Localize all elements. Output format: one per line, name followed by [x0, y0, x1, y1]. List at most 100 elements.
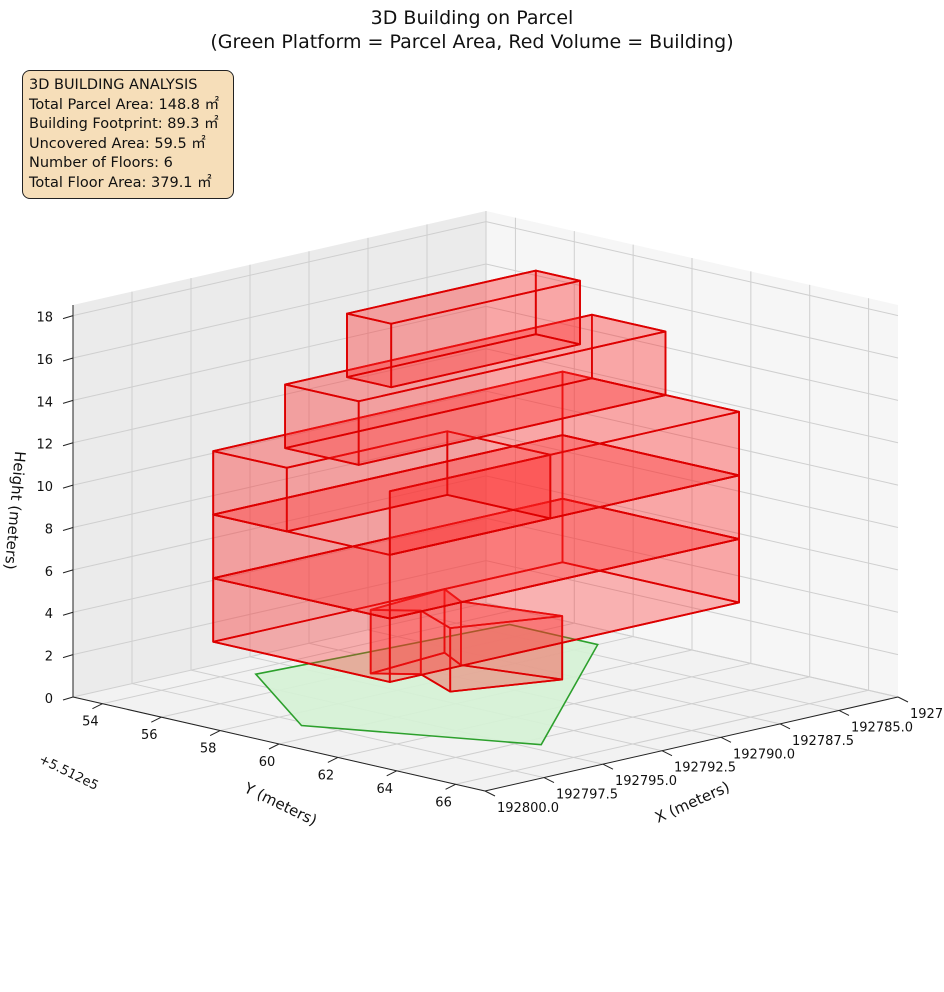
info-line-footprint: Building Footprint: 89.3 ㎡ [29, 116, 219, 132]
grid-line [485, 475, 899, 571]
z-tick-label: 8 [45, 522, 53, 537]
floor-bottom [284, 377, 666, 466]
grid-line [485, 263, 899, 359]
grid-line [485, 348, 899, 444]
grid-line [485, 432, 899, 528]
x-tick-label: 192790.0 [733, 747, 795, 762]
z-tick-label: 4 [45, 607, 53, 622]
x-tick [779, 723, 791, 730]
grid-line [485, 602, 899, 698]
z-tick-label: 0 [45, 692, 53, 707]
grid-line [72, 475, 487, 571]
x-tick-label: 192787.5 [792, 734, 854, 749]
building-floor [212, 370, 740, 556]
x-tick [543, 777, 555, 784]
z-tick-label: 10 [36, 480, 53, 495]
info-line-floors: Number of Floors: 6 [29, 155, 173, 171]
x-tick [484, 790, 496, 797]
floor-bottom [212, 434, 740, 556]
grid-line [72, 263, 487, 359]
chart-subtitle: (Green Platform = Parcel Area, Red Volum… [210, 31, 734, 53]
z-tick [62, 696, 74, 701]
x-tick-label: 192795.0 [615, 774, 677, 789]
floor-top [284, 313, 666, 403]
x-tick-label: 192785.0 [851, 720, 913, 735]
grid-line [72, 560, 487, 656]
x-tick [661, 750, 673, 757]
floor-top [213, 370, 740, 493]
grid-line [72, 305, 487, 401]
z-tick-label: 12 [36, 438, 53, 453]
grid-line [72, 602, 487, 698]
info-line-uncovered: Uncovered Area: 59.5 ㎡ [29, 135, 206, 152]
grid-line [396, 676, 810, 772]
grid-line [72, 348, 487, 444]
x-tick-label: 192797.5 [556, 788, 618, 803]
x-tick-label: 192800.0 [497, 801, 559, 816]
info-line-floor-area: Total Floor Area: 379.1 ㎡ [29, 174, 212, 191]
y-tick [268, 743, 280, 750]
floor-bottom [212, 497, 740, 620]
z-tick-label: 14 [36, 395, 53, 410]
z-tick-label: 16 [36, 353, 53, 368]
chart-title-block: 3D Building on Parcel (Green Platform = … [0, 6, 944, 54]
y-tick [151, 716, 162, 723]
y-tick-label: 54 [82, 715, 99, 730]
z-tick [62, 654, 74, 659]
chart-title: 3D Building on Parcel [370, 7, 574, 29]
building-volume [212, 269, 740, 693]
y-tick [386, 770, 397, 777]
grid-line [72, 517, 487, 613]
x-tick [897, 696, 909, 703]
grid-line [485, 560, 899, 656]
y-tick [92, 703, 103, 710]
z-tick-label: 6 [45, 565, 53, 580]
grid-line [485, 221, 899, 317]
y-tick-label: 62 [318, 768, 335, 783]
x-tick [838, 709, 850, 716]
z-tick [62, 484, 74, 489]
floor-bottom [213, 561, 740, 683]
building-floor [212, 497, 740, 683]
grid-line [485, 305, 899, 401]
analysis-info-box: 3D BUILDING ANALYSIS Total Parcel Area: … [22, 70, 234, 199]
grid-line [72, 432, 487, 528]
y-tick-label: 58 [200, 742, 217, 757]
grid-line [485, 390, 899, 486]
info-line-parcel-area: Total Parcel Area: 148.8 ㎡ [29, 96, 220, 113]
y-tick [327, 756, 339, 763]
x-tick [602, 763, 614, 770]
z-tick [62, 611, 74, 616]
x-tick-label: 192792.5 [674, 761, 736, 776]
grid-line [72, 390, 487, 486]
y-tick [209, 730, 221, 737]
tick-labels: 54565860626466192782.5192785.0192787.519… [36, 311, 944, 816]
y-offset-label: +5.512e5 [36, 752, 100, 794]
z-tick [62, 569, 74, 574]
floor-bottom [346, 333, 581, 389]
info-heading: 3D BUILDING ANALYSIS [29, 77, 198, 93]
y-tick-label: 60 [259, 755, 276, 770]
y-tick-label: 56 [141, 728, 158, 743]
y-tick-label: 64 [376, 782, 393, 797]
z-tick-label: 18 [36, 311, 53, 326]
z-tick [62, 399, 74, 404]
y-tick [445, 783, 456, 790]
x-tick [720, 736, 732, 743]
building-floor [212, 434, 740, 620]
grid-line [455, 689, 869, 785]
z-tick [62, 357, 74, 362]
building-floor [284, 313, 667, 466]
floor-top [346, 269, 581, 325]
grid-line [72, 221, 487, 317]
z-tick [62, 442, 74, 447]
z-axis-label: Height (meters) [1, 450, 29, 570]
left-pane [73, 211, 486, 697]
y-axis-label: Y (meters) [240, 778, 319, 829]
x-axis-line [484, 696, 899, 792]
y-tick-label: 66 [435, 795, 452, 810]
building-floor [346, 269, 581, 389]
x-tick-label: 192782.5 [910, 707, 944, 722]
z-tick-label: 2 [45, 650, 53, 665]
